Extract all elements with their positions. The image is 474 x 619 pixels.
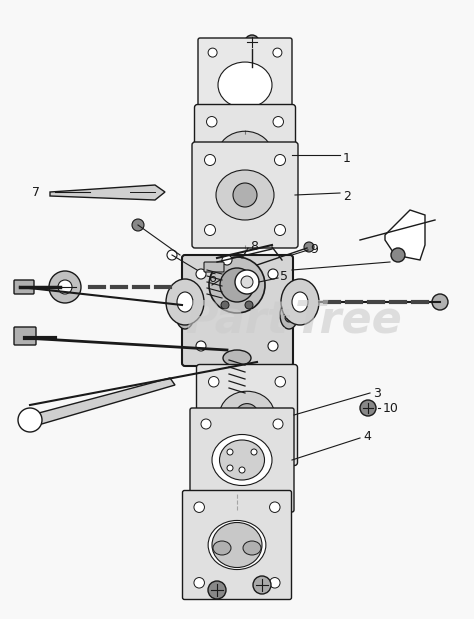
Ellipse shape — [213, 541, 231, 555]
Text: 8: 8 — [250, 240, 258, 253]
Circle shape — [273, 116, 283, 127]
Text: 1: 1 — [343, 152, 351, 165]
Circle shape — [196, 341, 206, 351]
FancyBboxPatch shape — [182, 490, 292, 599]
Ellipse shape — [212, 435, 272, 485]
Circle shape — [207, 183, 217, 194]
Circle shape — [235, 270, 259, 294]
Text: 5: 5 — [280, 269, 288, 282]
Circle shape — [245, 35, 259, 49]
Text: 4: 4 — [363, 430, 371, 443]
Circle shape — [209, 257, 265, 313]
Circle shape — [227, 465, 233, 471]
Circle shape — [208, 113, 217, 122]
Circle shape — [49, 271, 81, 303]
Circle shape — [273, 48, 282, 57]
Ellipse shape — [284, 308, 293, 322]
Ellipse shape — [177, 292, 193, 312]
Ellipse shape — [292, 292, 308, 312]
Circle shape — [273, 491, 283, 501]
Ellipse shape — [219, 440, 264, 480]
Circle shape — [270, 502, 280, 513]
Circle shape — [132, 219, 144, 231]
Circle shape — [58, 280, 72, 294]
Text: 7: 7 — [32, 186, 40, 199]
Circle shape — [194, 502, 204, 513]
Ellipse shape — [212, 522, 262, 568]
Ellipse shape — [219, 391, 274, 439]
FancyBboxPatch shape — [14, 280, 34, 294]
Circle shape — [270, 578, 280, 588]
Circle shape — [251, 449, 257, 455]
Circle shape — [253, 576, 271, 594]
Circle shape — [268, 341, 278, 351]
Ellipse shape — [181, 308, 190, 322]
Circle shape — [273, 183, 283, 194]
FancyBboxPatch shape — [194, 105, 295, 206]
Circle shape — [239, 467, 245, 473]
Circle shape — [273, 419, 283, 429]
Circle shape — [222, 255, 232, 265]
FancyBboxPatch shape — [14, 327, 36, 345]
Circle shape — [275, 376, 285, 387]
Circle shape — [204, 155, 216, 165]
Ellipse shape — [223, 350, 251, 366]
Circle shape — [274, 225, 285, 235]
Circle shape — [221, 301, 229, 309]
Circle shape — [233, 183, 257, 207]
Ellipse shape — [243, 541, 261, 555]
Circle shape — [208, 48, 217, 57]
FancyBboxPatch shape — [192, 142, 298, 248]
Circle shape — [274, 155, 285, 165]
FancyBboxPatch shape — [182, 255, 293, 366]
Circle shape — [204, 225, 216, 235]
Circle shape — [360, 400, 376, 416]
Ellipse shape — [216, 170, 274, 220]
Text: 2: 2 — [343, 189, 351, 202]
Polygon shape — [50, 185, 165, 200]
Circle shape — [220, 268, 254, 302]
Text: 10: 10 — [383, 402, 399, 415]
Circle shape — [234, 144, 256, 167]
Circle shape — [275, 443, 285, 454]
Ellipse shape — [281, 279, 319, 325]
Polygon shape — [385, 210, 425, 260]
Circle shape — [208, 581, 226, 599]
Circle shape — [194, 578, 204, 588]
Text: 9: 9 — [310, 243, 318, 256]
Polygon shape — [20, 378, 175, 428]
Circle shape — [209, 443, 219, 454]
FancyBboxPatch shape — [197, 365, 298, 465]
Circle shape — [273, 113, 282, 122]
Circle shape — [227, 449, 233, 455]
Circle shape — [304, 242, 314, 252]
Circle shape — [167, 250, 177, 260]
FancyBboxPatch shape — [198, 38, 292, 132]
FancyBboxPatch shape — [190, 408, 294, 512]
Circle shape — [268, 269, 278, 279]
Text: Tree: Tree — [295, 298, 403, 342]
Ellipse shape — [208, 521, 266, 569]
Ellipse shape — [218, 131, 273, 179]
Ellipse shape — [176, 301, 194, 329]
FancyBboxPatch shape — [204, 262, 224, 272]
Circle shape — [18, 408, 42, 432]
Circle shape — [391, 248, 405, 262]
Circle shape — [201, 419, 211, 429]
Circle shape — [236, 404, 258, 426]
Circle shape — [209, 376, 219, 387]
Circle shape — [245, 301, 253, 309]
Ellipse shape — [280, 301, 298, 329]
Circle shape — [241, 276, 253, 288]
Circle shape — [207, 116, 217, 127]
Ellipse shape — [166, 279, 204, 325]
Circle shape — [201, 491, 211, 501]
Circle shape — [196, 269, 206, 279]
Circle shape — [432, 294, 448, 310]
Text: Part: Part — [185, 298, 288, 342]
Text: ™: ™ — [282, 313, 292, 323]
Text: 6: 6 — [208, 272, 216, 285]
Ellipse shape — [218, 62, 272, 108]
Text: 3: 3 — [373, 386, 381, 399]
